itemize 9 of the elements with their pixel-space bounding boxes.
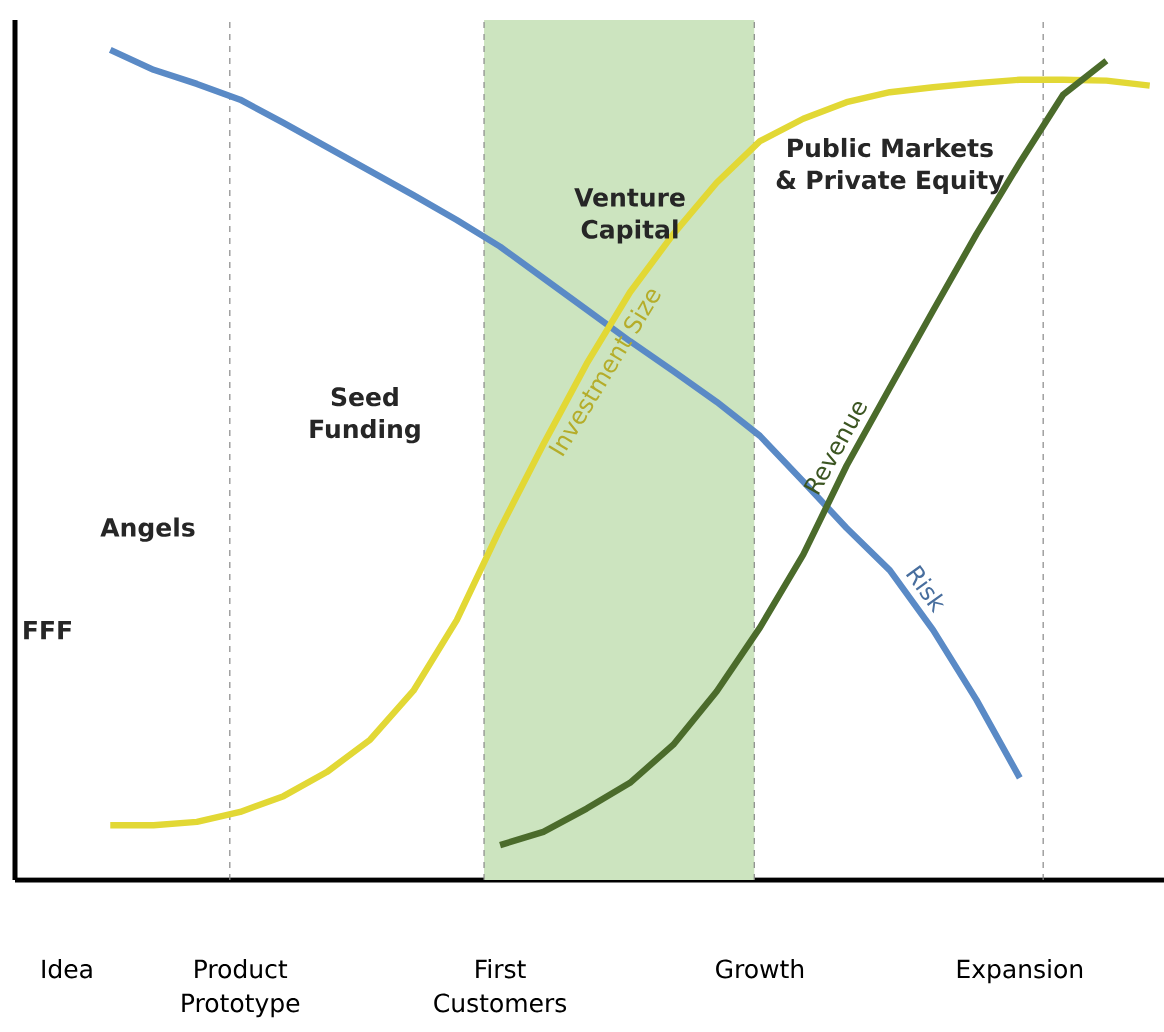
x-tick-label: Expansion: [957, 959, 1083, 984]
x-tick-label: First Customers: [434, 959, 567, 1013]
x-tick-label: Product Prototype: [182, 959, 300, 1018]
annotation: Seed Funding: [310, 386, 420, 444]
x-tick-label: Idea: [42, 959, 92, 979]
annotation: Public Markets & Private Equity: [776, 137, 1005, 195]
x-tick-label: Growth: [716, 959, 804, 979]
annotation: FFF: [24, 621, 71, 640]
annotation: Angels: [100, 517, 195, 542]
